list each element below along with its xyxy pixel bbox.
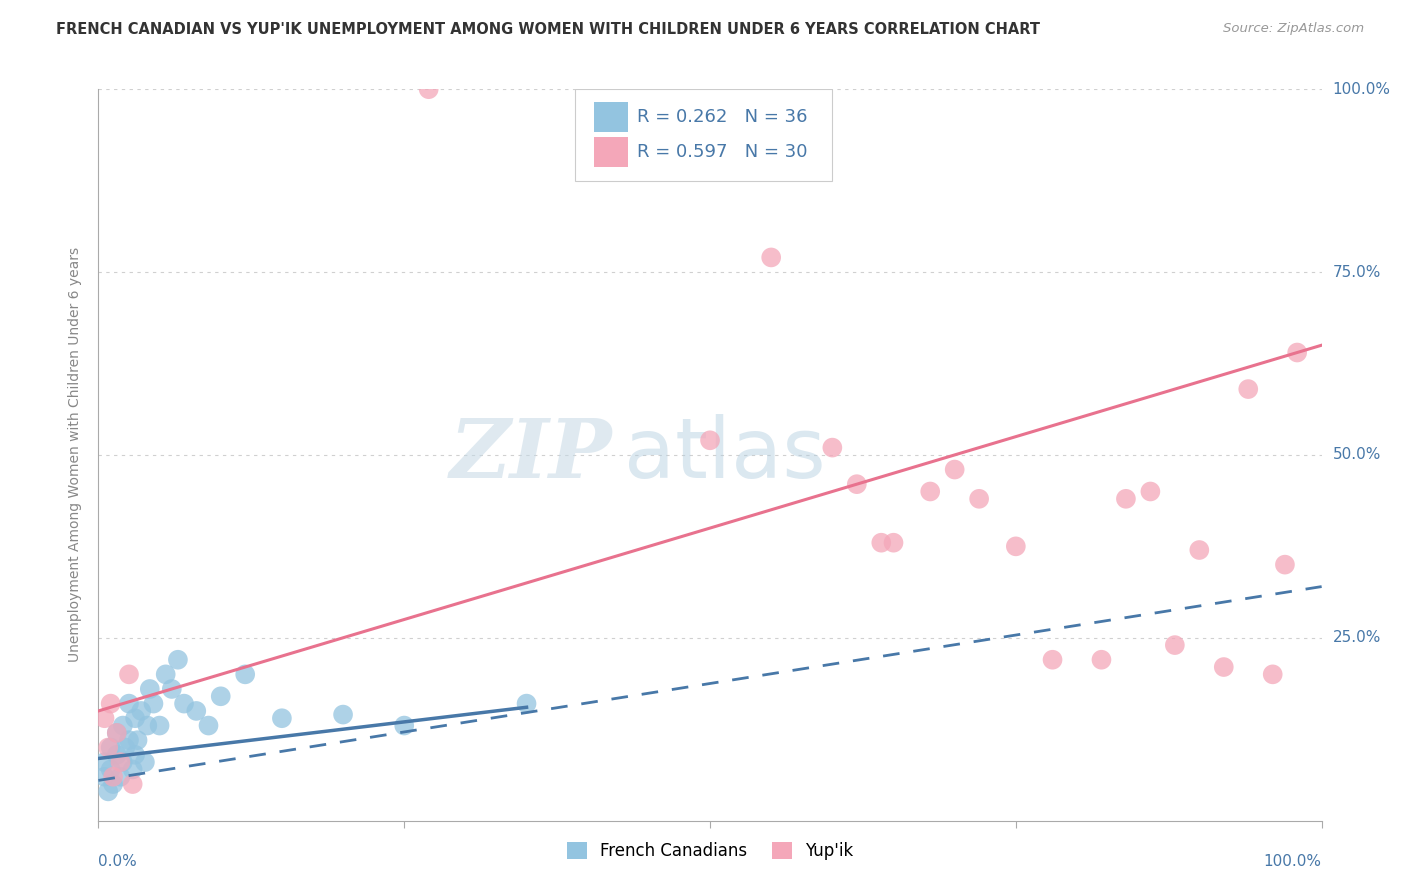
Point (392, 718, 416, 732)
Point (197, 718, 219, 732)
Point (1274, 558, 1296, 572)
Point (270, 711, 294, 725)
Point (1212, 660, 1234, 674)
Point (124, 711, 146, 725)
Point (155, 667, 177, 681)
Point (121, 777, 143, 791)
Point (699, 434, 721, 448)
Text: ZIP: ZIP (450, 415, 612, 495)
Point (967, 491, 990, 506)
Point (1090, 653, 1112, 667)
Legend: French Canadians, Yup'ik: French Canadians, Yup'ik (560, 836, 860, 867)
Point (233, 667, 256, 681)
Point (111, 755, 134, 769)
Point (142, 697, 165, 711)
Point (515, 697, 537, 711)
Point (97, 740, 120, 755)
Point (134, 755, 156, 769)
Point (1139, 484, 1161, 499)
Point (1164, 638, 1187, 652)
Point (173, 697, 195, 711)
Point (209, 690, 232, 704)
Text: R = 0.262   N = 36: R = 0.262 N = 36 (637, 108, 807, 126)
Point (167, 653, 190, 667)
Point (105, 726, 128, 740)
Point (100, 763, 122, 777)
Point (101, 777, 124, 791)
Text: atlas: atlas (624, 415, 827, 495)
Point (118, 697, 141, 711)
Point (97, 784, 120, 798)
Point (136, 718, 159, 732)
Point (111, 718, 134, 732)
Point (160, 681, 183, 696)
Point (1042, 653, 1064, 667)
Point (105, 726, 128, 740)
Point (139, 681, 162, 696)
Text: FRENCH CANADIAN VS YUP'IK UNEMPLOYMENT AMONG WOMEN WITH CHILDREN UNDER 6 YEARS C: FRENCH CANADIAN VS YUP'IK UNEMPLOYMENT A… (56, 22, 1040, 37)
Point (93, 711, 115, 725)
Point (149, 718, 172, 732)
Point (943, 462, 966, 476)
Point (821, 441, 844, 455)
Point (418, 82, 440, 96)
Point (129, 704, 152, 718)
Point (920, 484, 942, 499)
Text: 100.0%: 100.0% (1333, 82, 1391, 96)
Point (1004, 539, 1026, 553)
Point (118, 667, 141, 681)
Point (332, 707, 354, 722)
Point (883, 535, 905, 549)
FancyBboxPatch shape (575, 89, 832, 180)
Point (1188, 543, 1211, 558)
Point (100, 740, 122, 755)
Y-axis label: Unemployment Among Women with Children Under 6 years: Unemployment Among Women with Children U… (69, 247, 83, 663)
Point (845, 477, 868, 491)
Text: 50.0%: 50.0% (1333, 448, 1381, 462)
Point (1286, 345, 1309, 359)
Point (101, 770, 124, 784)
Point (121, 763, 143, 777)
Point (1237, 382, 1260, 396)
Point (93, 770, 115, 784)
Text: 100.0%: 100.0% (1264, 854, 1322, 869)
Text: 75.0%: 75.0% (1333, 265, 1381, 279)
Point (1261, 667, 1284, 681)
Point (114, 740, 136, 755)
Point (124, 747, 146, 762)
Point (93, 755, 115, 769)
Point (186, 704, 208, 718)
Point (761, 251, 783, 265)
Point (110, 755, 132, 769)
Point (100, 697, 122, 711)
FancyBboxPatch shape (593, 137, 628, 167)
FancyBboxPatch shape (593, 103, 628, 132)
Point (1115, 491, 1137, 506)
Point (118, 733, 141, 747)
Point (870, 535, 893, 549)
Text: Source: ZipAtlas.com: Source: ZipAtlas.com (1223, 22, 1364, 36)
Text: 25.0%: 25.0% (1333, 631, 1381, 645)
Point (127, 733, 149, 747)
Point (110, 770, 132, 784)
Text: R = 0.597   N = 30: R = 0.597 N = 30 (637, 143, 807, 161)
Point (105, 747, 128, 762)
Text: 0.0%: 0.0% (98, 854, 138, 869)
